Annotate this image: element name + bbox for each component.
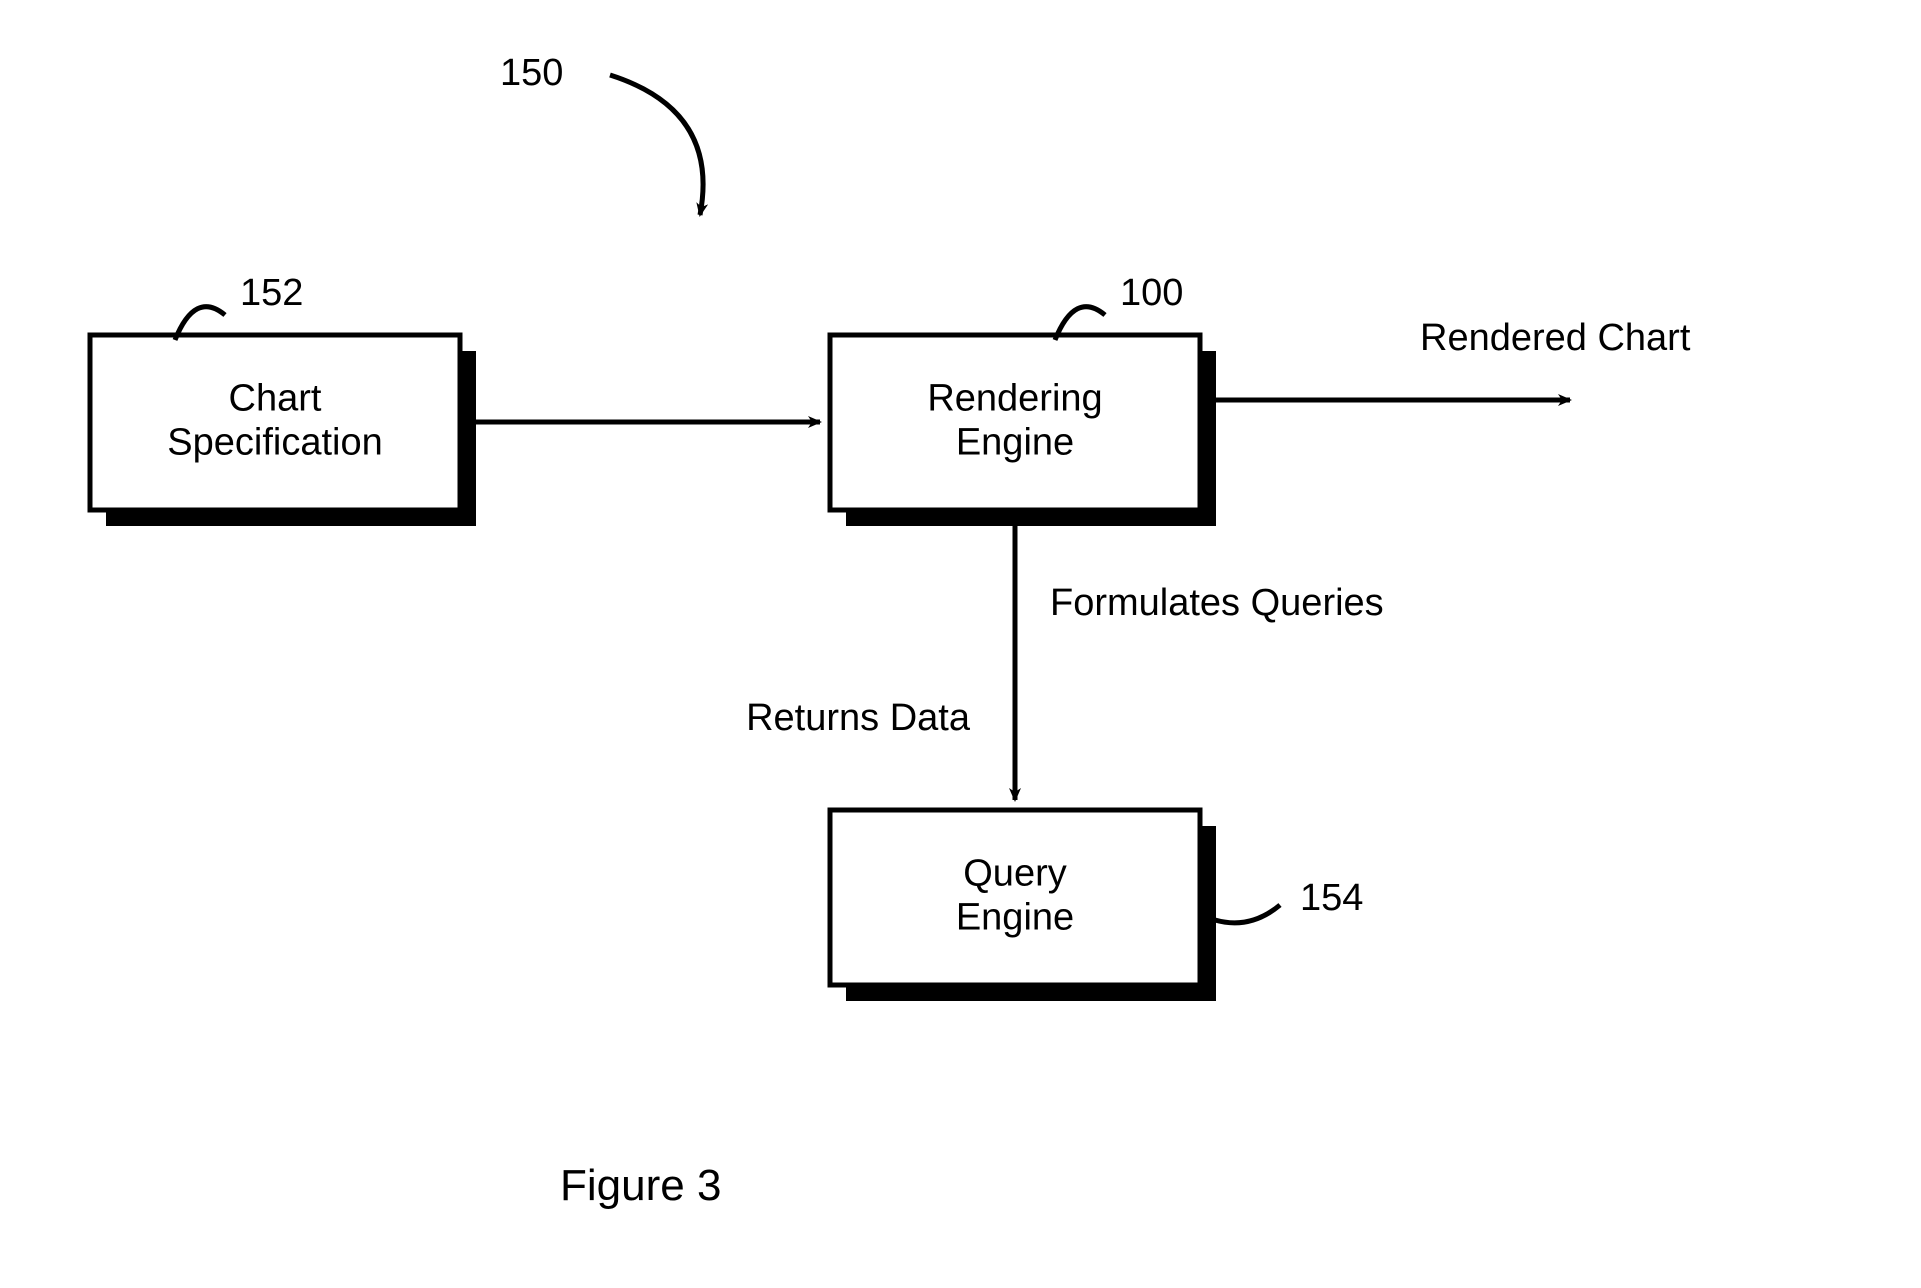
node-label-chart-spec-1: Specification xyxy=(167,422,382,464)
ref-chart-spec: 152 xyxy=(240,272,303,314)
edge-label2-render-to-query: Returns Data xyxy=(746,697,971,739)
ref-leader-query-engine xyxy=(1215,905,1280,923)
edge-label-render-to-output: Rendered Chart xyxy=(1420,317,1691,359)
flowchart-figure: ChartSpecification152RenderingEngine100Q… xyxy=(0,0,1921,1288)
figure-caption: Figure 3 xyxy=(560,1161,721,1210)
node-label-query-engine-0: Query xyxy=(963,853,1066,895)
callout-arrow xyxy=(610,75,703,215)
node-label-rendering-engine-0: Rendering xyxy=(927,378,1102,420)
edge-render-to-query: Formulates Queries Returns Data xyxy=(746,525,1384,800)
edge-render-to-output: Rendered Chart xyxy=(1215,317,1691,400)
node-label-rendering-engine-1: Engine xyxy=(956,422,1074,464)
edge-label-render-to-query: Formulates Queries xyxy=(1050,582,1384,624)
node-label-query-engine-1: Engine xyxy=(956,897,1074,939)
ref-query-engine: 154 xyxy=(1300,877,1363,919)
node-label-chart-spec-0: Chart xyxy=(229,378,322,420)
figure-callout: 150 xyxy=(500,52,703,215)
node-rendering-engine: RenderingEngine 100 xyxy=(830,272,1216,526)
node-query-engine: QueryEngine 154 xyxy=(830,810,1363,1001)
ref-rendering-engine: 100 xyxy=(1120,272,1183,314)
callout-ref: 150 xyxy=(500,52,563,94)
node-chart-spec: ChartSpecification 152 xyxy=(90,272,476,526)
